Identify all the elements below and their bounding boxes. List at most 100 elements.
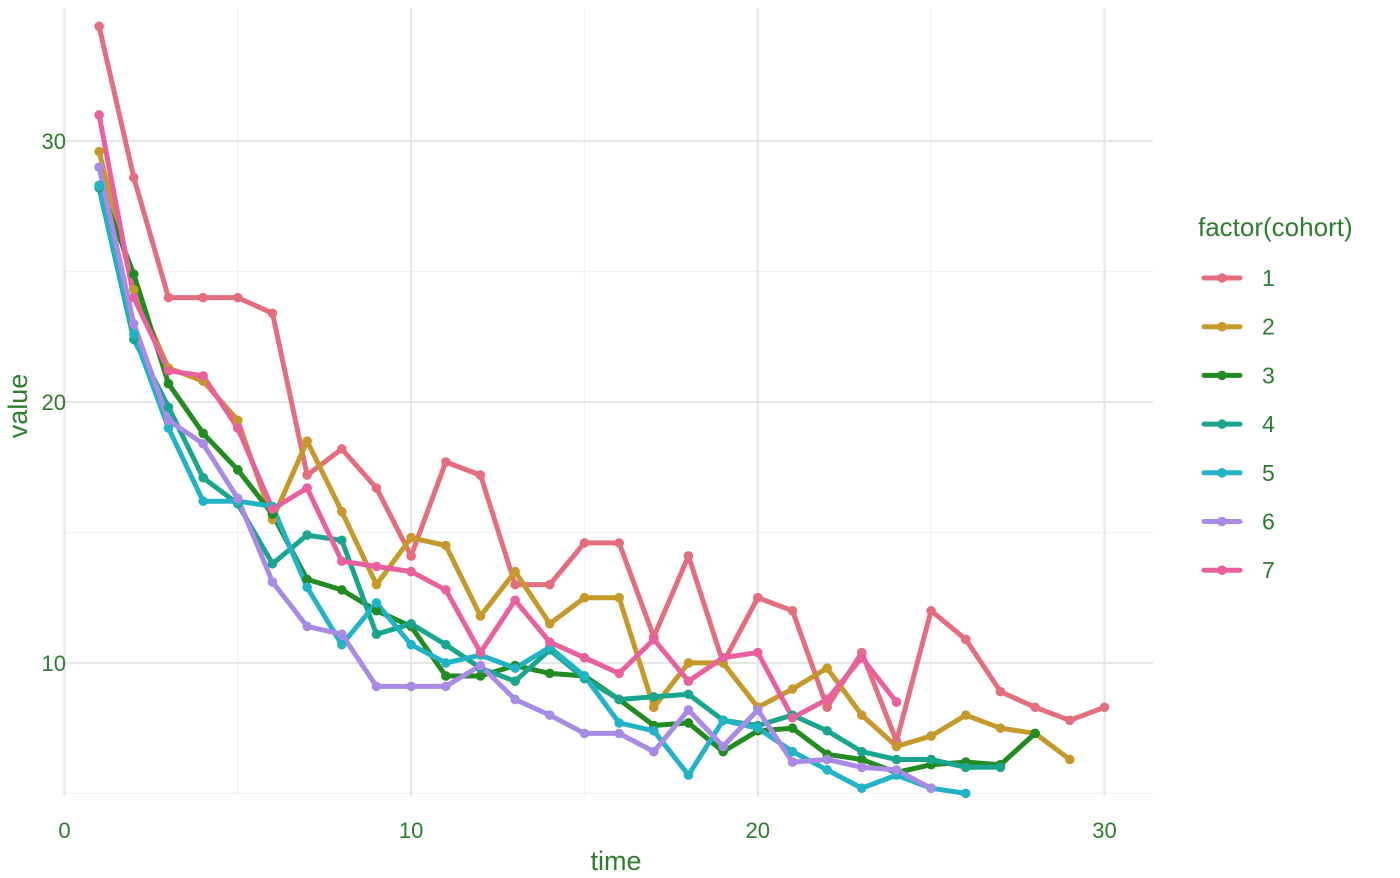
data-point-cohort-7 xyxy=(510,595,520,606)
data-point-cohort-4 xyxy=(441,639,451,650)
legend-label: 4 xyxy=(1262,411,1275,437)
data-point-cohort-3 xyxy=(475,671,486,681)
y-tick-label: 30 xyxy=(42,129,66,154)
data-point-cohort-2 xyxy=(233,415,243,426)
legend-item-cohort-3: 3 xyxy=(1201,362,1275,388)
legend-item-cohort-1: 1 xyxy=(1201,265,1275,291)
series-line-cohort-5 xyxy=(96,182,969,796)
data-point-cohort-2 xyxy=(787,684,798,694)
legend-key-point xyxy=(1217,419,1227,429)
data-point-cohort-6 xyxy=(510,694,520,705)
data-point-cohort-6 xyxy=(614,728,624,739)
data-point-cohort-3 xyxy=(1030,728,1040,739)
data-point-cohort-7 xyxy=(302,483,312,493)
data-point-cohort-1 xyxy=(1030,702,1040,713)
legend-key-point xyxy=(1217,468,1227,478)
legend-label: 7 xyxy=(1262,557,1275,583)
data-point-cohort-5 xyxy=(163,423,174,433)
data-point-cohort-5 xyxy=(510,663,520,673)
legend-item-cohort-4: 4 xyxy=(1201,411,1275,437)
data-point-cohort-6 xyxy=(649,746,659,757)
x-tick-label: 30 xyxy=(1092,818,1116,843)
data-point-cohort-7 xyxy=(683,676,694,686)
legend: factor(cohort) 1 2 3 4 5 6 7 xyxy=(1198,212,1353,583)
data-point-cohort-7 xyxy=(371,561,382,572)
data-point-cohort-6 xyxy=(94,162,104,172)
data-point-cohort-4 xyxy=(406,618,416,629)
data-point-cohort-7 xyxy=(579,652,590,663)
data-point-cohort-5 xyxy=(129,329,139,339)
data-point-cohort-1 xyxy=(371,483,382,493)
y-tick-label: 10 xyxy=(42,651,66,676)
data-point-cohort-7 xyxy=(891,697,902,707)
data-point-cohort-7 xyxy=(649,634,659,645)
legend-label: 1 xyxy=(1262,265,1275,291)
data-point-cohort-4 xyxy=(649,692,659,702)
data-point-cohort-1 xyxy=(475,470,486,480)
data-point-cohort-1 xyxy=(579,538,590,548)
data-point-cohort-1 xyxy=(1065,715,1075,726)
data-point-cohort-1 xyxy=(926,605,936,616)
data-point-cohort-1 xyxy=(163,292,174,303)
data-point-cohort-5 xyxy=(614,718,624,728)
legend-key-point xyxy=(1217,370,1227,381)
data-point-cohort-7 xyxy=(787,712,798,723)
data-point-cohort-6 xyxy=(267,577,278,587)
data-point-cohort-4 xyxy=(337,535,347,546)
data-point-cohort-5 xyxy=(371,598,382,608)
data-point-cohort-4 xyxy=(891,754,902,765)
data-point-cohort-1 xyxy=(995,686,1006,697)
data-point-cohort-2 xyxy=(649,702,659,713)
legend-item-cohort-2: 2 xyxy=(1201,314,1275,340)
legend-label: 3 xyxy=(1262,362,1275,388)
x-tick-label: 0 xyxy=(58,818,70,843)
series-line-cohort-7 xyxy=(96,112,899,721)
data-point-cohort-1 xyxy=(1099,702,1110,713)
data-point-cohort-6 xyxy=(163,415,174,426)
data-point-cohort-3 xyxy=(683,718,694,728)
legend-key-point xyxy=(1217,321,1227,332)
data-point-cohort-6 xyxy=(718,741,728,752)
data-point-cohort-1 xyxy=(753,592,763,603)
data-point-cohort-3 xyxy=(129,269,139,279)
data-point-cohort-4 xyxy=(926,754,936,765)
data-point-cohort-5 xyxy=(94,180,104,191)
x-tick-label: 20 xyxy=(746,818,770,843)
data-point-cohort-2 xyxy=(891,741,902,752)
series-line-cohort-3 xyxy=(96,182,1038,775)
data-point-cohort-2 xyxy=(302,436,312,446)
data-point-cohort-6 xyxy=(406,681,416,692)
data-point-cohort-6 xyxy=(891,765,902,775)
data-point-cohort-7 xyxy=(163,365,174,376)
data-point-cohort-5 xyxy=(961,788,971,799)
data-point-cohort-1 xyxy=(822,702,832,713)
data-point-cohort-7 xyxy=(753,647,763,658)
data-point-cohort-4 xyxy=(510,676,520,686)
data-point-cohort-3 xyxy=(233,465,243,475)
data-point-cohort-4 xyxy=(163,402,174,413)
legend-label: 2 xyxy=(1262,314,1275,340)
legend-item-cohort-7: 7 xyxy=(1201,557,1275,583)
data-point-cohort-4 xyxy=(198,472,208,483)
data-point-cohort-2 xyxy=(337,506,347,517)
data-point-cohort-6 xyxy=(683,705,694,715)
data-point-cohort-2 xyxy=(129,285,139,295)
data-point-cohort-2 xyxy=(961,710,971,720)
data-point-cohort-3 xyxy=(787,723,798,733)
data-point-cohort-4 xyxy=(857,746,867,757)
data-point-cohort-4 xyxy=(961,762,971,773)
data-point-cohort-1 xyxy=(614,538,624,548)
data-point-cohort-2 xyxy=(926,731,936,741)
data-point-cohort-2 xyxy=(857,710,867,720)
data-point-cohort-7 xyxy=(406,566,416,577)
data-point-cohort-1 xyxy=(198,292,208,303)
data-point-cohort-3 xyxy=(337,585,347,595)
legend-title: factor(cohort) xyxy=(1198,212,1353,242)
grid xyxy=(61,8,1153,796)
data-point-cohort-6 xyxy=(926,783,936,793)
legend-item-cohort-5: 5 xyxy=(1201,460,1275,486)
data-point-cohort-3 xyxy=(163,378,174,389)
data-point-cohort-5 xyxy=(857,783,867,793)
data-point-cohort-1 xyxy=(683,551,694,561)
